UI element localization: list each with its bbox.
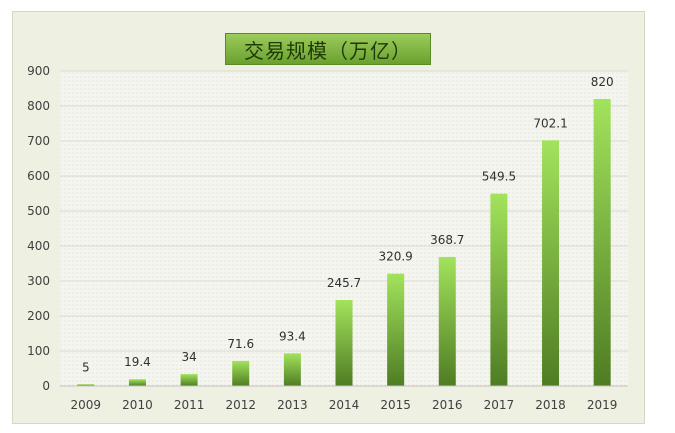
bar-2014: [335, 300, 353, 386]
gridlines: [60, 70, 628, 352]
data-label-2017: 549.5: [482, 170, 516, 184]
bar-2017: [490, 193, 508, 386]
y-tick-label: 200: [27, 309, 50, 323]
bar-2018: [542, 140, 560, 386]
y-tick-label: 100: [27, 344, 50, 358]
data-label-2016: 368.7: [430, 233, 464, 247]
x-tick-label: 2011: [174, 398, 205, 412]
data-label-2018: 702.1: [533, 116, 567, 130]
bar-2016: [438, 256, 456, 386]
x-tick-label: 2016: [432, 398, 463, 412]
data-label-2011: 34: [181, 350, 196, 364]
y-tick-label: 0: [42, 379, 50, 393]
data-label-2014: 245.7: [327, 276, 361, 290]
x-tick-label: 2017: [484, 398, 515, 412]
bar-2013: [283, 353, 301, 386]
y-tick-label: 400: [27, 239, 50, 253]
x-tick-label: 2012: [225, 398, 256, 412]
data-label-2019: 820: [591, 75, 614, 89]
x-axis-ticks: 2009 2010 2011 2012 2013 2014 2015 2016 2017 2018…: [71, 398, 618, 412]
x-tick-label: 2013: [277, 398, 308, 412]
bar-2011: [180, 374, 198, 386]
bar-2010: [128, 379, 146, 386]
y-tick-label: 700: [27, 134, 50, 148]
data-label-2010: 19.4: [124, 355, 151, 369]
y-tick-label: 900: [27, 64, 50, 78]
data-label-2009: 5: [82, 360, 90, 374]
x-tick-label: 2019: [587, 398, 618, 412]
data-label-2015: 320.9: [378, 250, 412, 264]
x-tick-label: 2010: [122, 398, 153, 412]
x-tick-label: 2014: [329, 398, 360, 412]
chart-title: 交易规模（万亿）: [244, 38, 412, 63]
data-labels: 5 19.4 34 71.6 93.4 245.7 320.9 368.7 549.5 702.1…: [82, 75, 614, 374]
y-tick-label: 500: [27, 204, 50, 218]
bar-2009: [77, 384, 95, 386]
bar-2012: [232, 360, 250, 386]
y-tick-label: 300: [27, 274, 50, 288]
bars: [77, 99, 611, 386]
x-tick-label: 2018: [535, 398, 566, 412]
y-tick-label: 800: [27, 99, 50, 113]
x-tick-label: 2015: [380, 398, 411, 412]
bar-2015: [387, 273, 405, 386]
data-label-2012: 71.6: [227, 337, 254, 351]
x-tick-label: 2009: [71, 398, 102, 412]
chart-title-box: 交易规模（万亿）: [225, 33, 431, 65]
y-tick-label: 600: [27, 169, 50, 183]
data-label-2013: 93.4: [279, 329, 306, 343]
y-axis-ticks: 0 100 200 300 400 500 600 700 800 900: [27, 64, 50, 393]
bar-2019: [593, 99, 611, 386]
